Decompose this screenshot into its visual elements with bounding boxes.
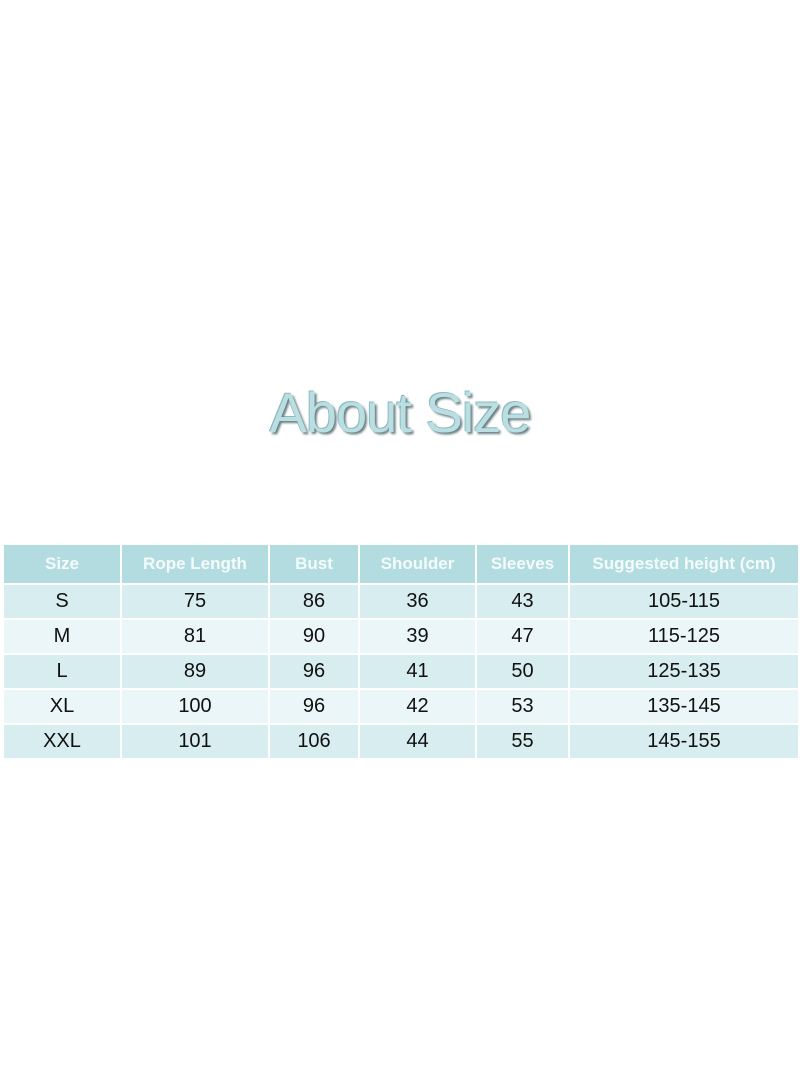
table-cell: S [2, 583, 122, 620]
size-table: Size Rope Length Bust Shoulder Sleeves Sugges… [2, 543, 800, 760]
table-cell: 75 [120, 583, 270, 620]
column-header: Bust [268, 543, 360, 585]
table-cell: XL [2, 688, 122, 725]
table-cell: 96 [268, 688, 360, 725]
table-cell: 101 [120, 723, 270, 760]
table-cell: M [2, 618, 122, 655]
table-cell: 81 [120, 618, 270, 655]
table-row: XXL 101 106 44 55 145-155 [2, 723, 800, 760]
table-cell: 105-115 [568, 583, 800, 620]
table-cell: 53 [475, 688, 570, 725]
table-cell: 41 [358, 653, 477, 690]
table-cell: L [2, 653, 122, 690]
table-cell: 42 [358, 688, 477, 725]
page-title: About Size [269, 381, 532, 444]
table-cell: 145-155 [568, 723, 800, 760]
table-cell: 106 [268, 723, 360, 760]
table-cell: 90 [268, 618, 360, 655]
column-header: Rope Length [120, 543, 270, 585]
table-cell: 125-135 [568, 653, 800, 690]
column-header: Sleeves [475, 543, 570, 585]
table-cell: 50 [475, 653, 570, 690]
table-cell: 44 [358, 723, 477, 760]
table-cell: 135-145 [568, 688, 800, 725]
table-cell: 96 [268, 653, 360, 690]
table-cell: 43 [475, 583, 570, 620]
table-row: XL 100 96 42 53 135-145 [2, 688, 800, 725]
column-header: Size [2, 543, 122, 585]
table-row: L 89 96 41 50 125-135 [2, 653, 800, 690]
table-cell: 115-125 [568, 618, 800, 655]
table-cell: 55 [475, 723, 570, 760]
table-cell: 89 [120, 653, 270, 690]
table-cell: 36 [358, 583, 477, 620]
table-cell: 39 [358, 618, 477, 655]
table-cell: 47 [475, 618, 570, 655]
table-row: M 81 90 39 47 115-125 [2, 618, 800, 655]
column-header: Shoulder [358, 543, 477, 585]
column-header: Suggested height (cm) [568, 543, 800, 585]
table-row: S 75 86 36 43 105-115 [2, 583, 800, 620]
table-cell: 100 [120, 688, 270, 725]
table-cell: XXL [2, 723, 122, 760]
table-cell: 86 [268, 583, 360, 620]
table-header-row: Size Rope Length Bust Shoulder Sleeves Sugges… [2, 543, 800, 585]
